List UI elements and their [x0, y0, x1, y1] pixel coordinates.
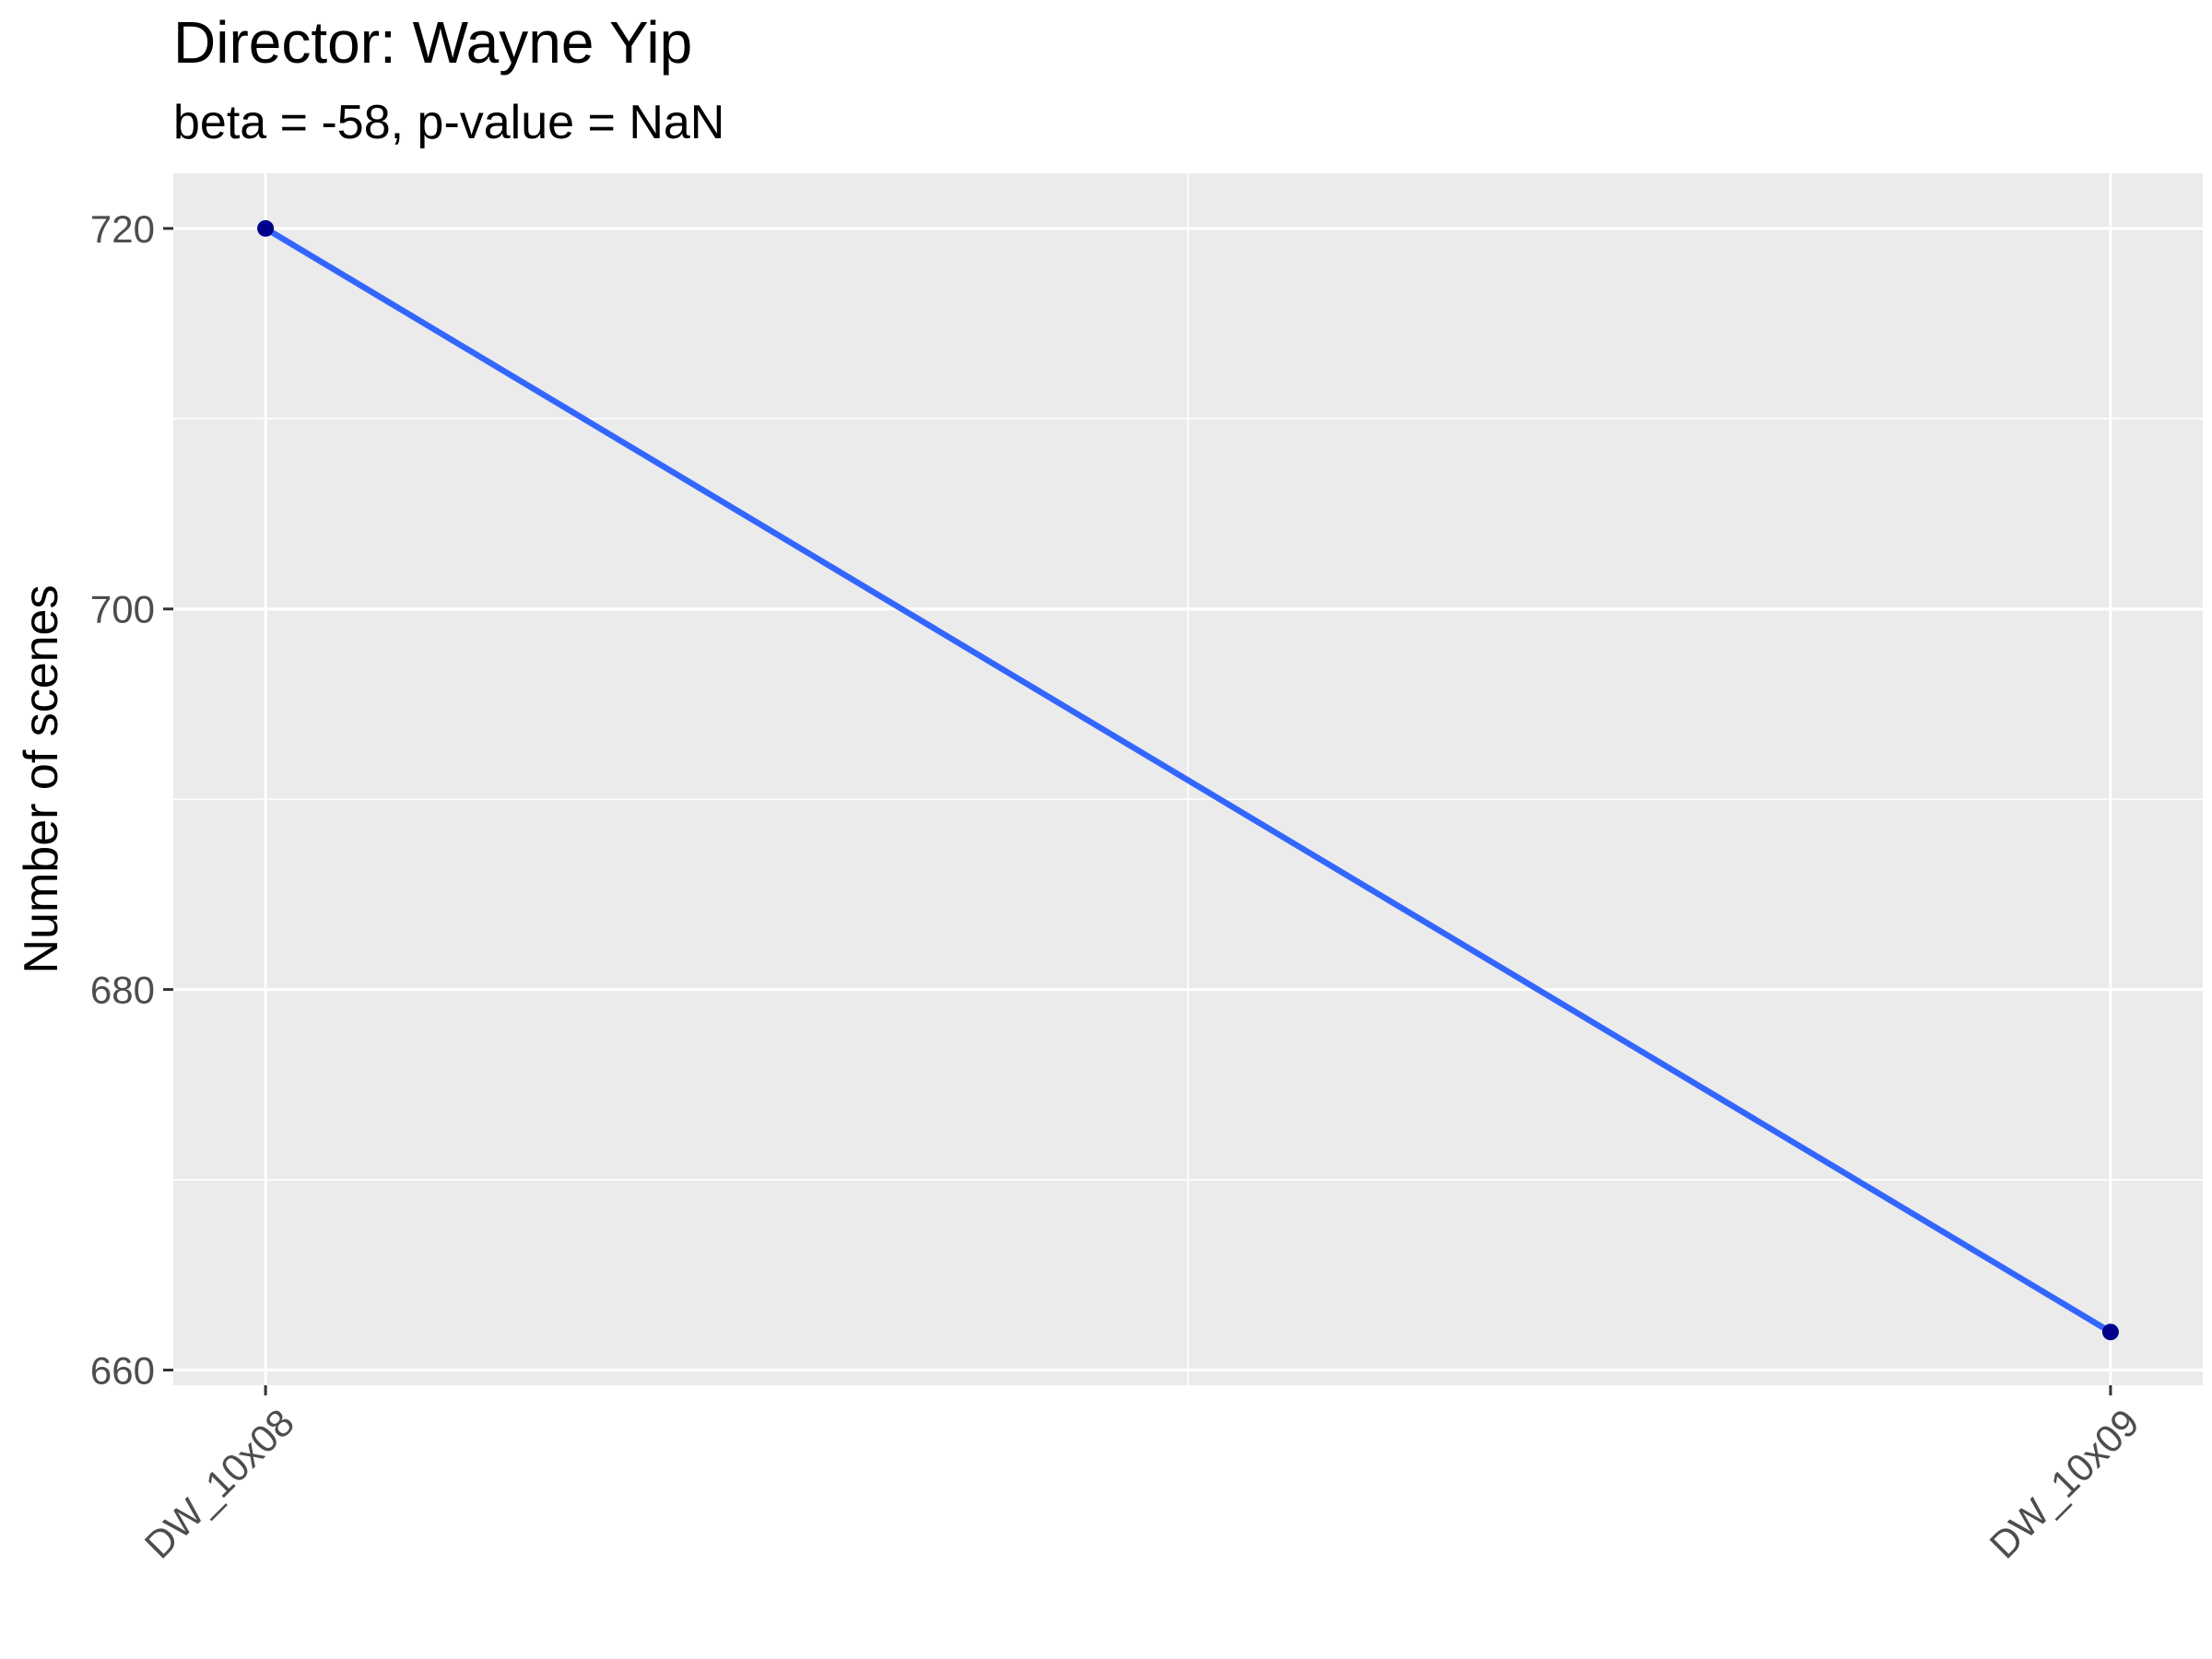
- points-layer: [257, 219, 2119, 1341]
- series-layer: [264, 226, 2112, 1335]
- data-point: [2101, 1324, 2119, 1341]
- grid-major: [173, 173, 2203, 1385]
- y-axis: 660 680 700 720: [90, 207, 173, 1392]
- chart-title: Director: Wayne Yip: [173, 9, 692, 76]
- y-tick-label: 720: [90, 207, 155, 251]
- data-point: [257, 219, 275, 237]
- x-tick-label: DW_10x09: [1982, 1401, 2147, 1567]
- y-tick-label: 700: [90, 588, 155, 631]
- series-line: [264, 226, 2112, 1335]
- y-tick-label: 680: [90, 969, 155, 1012]
- x-axis: DW_10x08 DW_10x09: [136, 1385, 2147, 1567]
- chart-subtitle: beta = -58, p-value = NaN: [173, 96, 724, 149]
- y-axis-title: Number of scenes: [15, 585, 68, 974]
- y-tick-label: 660: [90, 1348, 155, 1392]
- x-tick-label: DW_10x08: [136, 1401, 302, 1567]
